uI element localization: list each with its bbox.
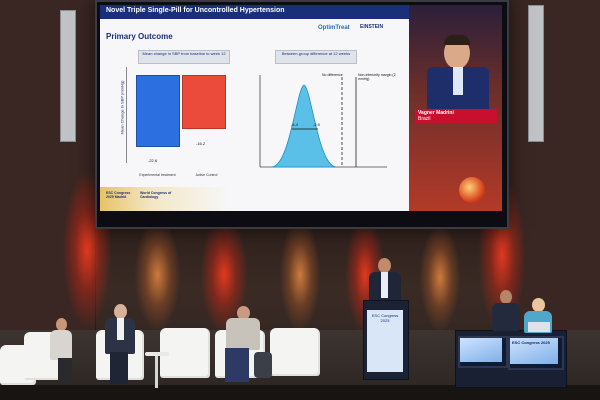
slide-title: Novel Triple Single-Pill for Uncontrolle… — [106, 7, 285, 14]
bar-label-experimental: Experimental treatment — [139, 173, 176, 177]
right-speaker — [528, 5, 544, 142]
presenter-shirt — [381, 272, 388, 298]
panelist-2-shirt — [117, 318, 124, 340]
trial-logo: OptimTreat — [318, 25, 350, 31]
distribution-caption: Between-group difference at 12 weeks — [275, 50, 357, 64]
podium-screen — [367, 310, 403, 372]
esc-globe-icon — [459, 177, 485, 203]
no-difference-label: No difference — [322, 73, 343, 77]
bar-label-control: Active Control — [195, 173, 218, 177]
video-name-text: Vagner Madrini — [418, 110, 454, 116]
stage-edge — [0, 385, 600, 400]
slide-section-heading: Primary Outcome — [106, 32, 173, 41]
panelist-3-legs — [225, 348, 249, 382]
bar-experimental — [136, 75, 180, 147]
ci-upper-label: -2.5 — [313, 122, 320, 127]
moderator-1-head — [500, 290, 512, 304]
table-monitor-text: ESC Congress 2025 — [512, 340, 550, 345]
backpack — [254, 352, 272, 378]
panelist-1-body — [50, 330, 72, 360]
laptop — [528, 322, 550, 332]
video-speaker-shirt — [453, 67, 463, 95]
stage-light-3 — [135, 220, 180, 330]
difference-distribution-plot — [259, 75, 387, 168]
bar-value-experimental: -22.6 — [148, 158, 158, 163]
table-monitor-2-screen — [510, 338, 558, 364]
bar-control — [182, 75, 226, 129]
panelist-2-head — [114, 304, 127, 319]
panelist-1-head — [56, 318, 67, 331]
side-table-leg — [155, 356, 158, 388]
table-monitor-1-screen — [460, 338, 502, 362]
panelist-1-legs — [58, 358, 72, 382]
hospital-logo: EINSTEIN — [360, 24, 384, 30]
slide-footer-wcc: World Congress of Cardiology — [140, 191, 172, 199]
podium-text: ESC Congress 2025 — [371, 313, 399, 323]
slide-footer-congress: ESC Congress 2025 Madrid — [106, 191, 131, 199]
video-country-text: Brazil — [418, 116, 431, 122]
moderator-2-head — [532, 298, 545, 312]
left-speaker — [60, 10, 76, 142]
distribution-curve — [271, 84, 337, 168]
moderator-1-body — [492, 303, 520, 331]
speaker-video-feed: Vagner Madrini Brazil — [409, 5, 502, 211]
bar-chart-caption: Mean change in SBP from baseline to week… — [138, 50, 230, 64]
video-name-tag — [415, 109, 497, 123]
panelist-3-body — [226, 318, 260, 350]
stage-light-6 — [420, 225, 460, 330]
ci-lower-label: -4.4 — [291, 122, 298, 127]
presenter-head — [378, 258, 391, 273]
y-axis-label: Mean Change in SBP (mmHg) — [119, 80, 125, 135]
slide-title-bar — [100, 5, 409, 19]
slide-footer-art — [100, 187, 230, 211]
bar-value-control: -16.2 — [196, 141, 206, 146]
margin-label: Non-inferiority margin (2 mmHg) — [358, 73, 396, 81]
chair-6 — [270, 328, 320, 376]
video-speaker-hair — [444, 35, 470, 45]
stage-light-4 — [280, 220, 320, 330]
side-table — [145, 352, 169, 356]
bar-chart-axis — [126, 67, 127, 163]
presentation-slide: Novel Triple Single-Pill for Uncontrolle… — [100, 5, 409, 211]
panelist-3-head — [237, 306, 250, 320]
panelist-2-legs — [110, 352, 128, 384]
